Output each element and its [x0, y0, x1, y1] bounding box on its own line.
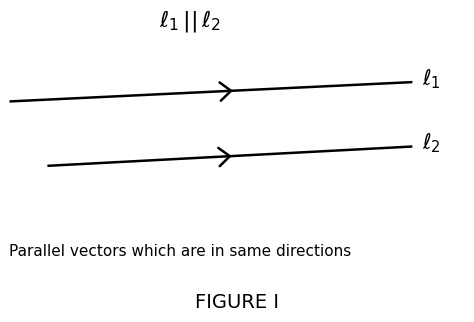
Text: Parallel vectors which are in same directions: Parallel vectors which are in same direc…	[9, 244, 352, 259]
Text: $\ell_1 \,||\, \ell_2$: $\ell_1 \,||\, \ell_2$	[159, 8, 220, 34]
Text: $\ell_2$: $\ell_2$	[422, 131, 441, 155]
Text: FIGURE I: FIGURE I	[195, 293, 279, 312]
Text: $\ell_1$: $\ell_1$	[422, 67, 441, 91]
